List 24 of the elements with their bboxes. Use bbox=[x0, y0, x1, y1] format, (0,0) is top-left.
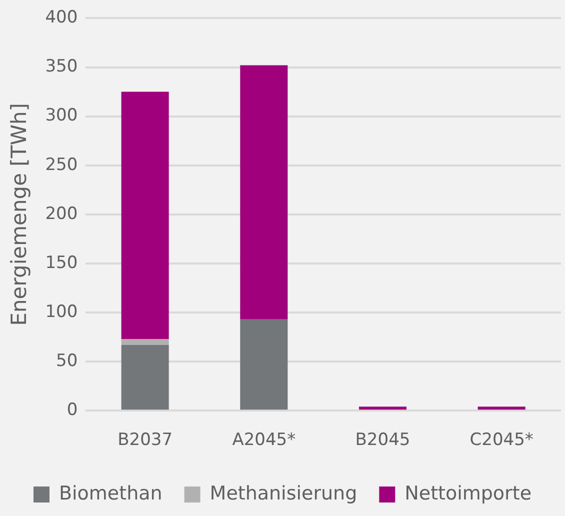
bar bbox=[240, 319, 288, 410]
legend-label: Nettoimporte bbox=[404, 482, 532, 504]
bar bbox=[358, 406, 407, 410]
y-tick-label: 50 bbox=[56, 350, 78, 371]
y-tick-label: 250 bbox=[45, 154, 78, 175]
y-axis-title: Energiemenge [TWh] bbox=[7, 103, 32, 326]
bar bbox=[121, 344, 169, 410]
x-tick-label: B2037 bbox=[118, 430, 173, 450]
y-tick-label: 0 bbox=[66, 400, 78, 420]
x-tick-label: C2045* bbox=[470, 430, 534, 450]
x-tick-label: A2045* bbox=[232, 430, 296, 450]
y-tick-label: 400 bbox=[45, 8, 78, 28]
legend-label: Biomethan bbox=[58, 482, 162, 504]
y-tick-label: 150 bbox=[45, 252, 78, 273]
bar bbox=[478, 406, 526, 410]
y-tick-label: 300 bbox=[45, 106, 78, 126]
bar bbox=[121, 338, 169, 345]
bar bbox=[240, 65, 288, 320]
x-tick-label: B2045 bbox=[355, 430, 410, 450]
y-tick-label: 350 bbox=[45, 56, 78, 77]
bar bbox=[121, 92, 169, 339]
legend-label: Methanisierung bbox=[210, 482, 358, 504]
y-tick-label: 100 bbox=[45, 302, 78, 322]
y-tick-label: 200 bbox=[45, 204, 78, 224]
